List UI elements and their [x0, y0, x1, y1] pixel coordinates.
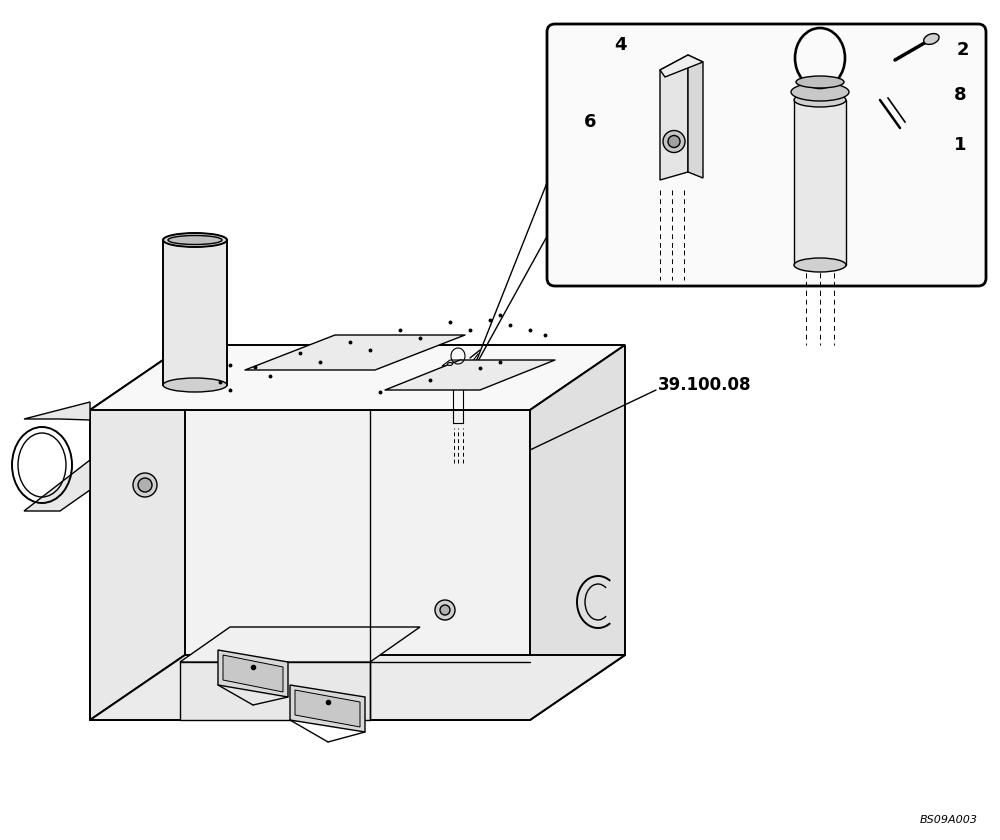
- Text: 6: 6: [584, 113, 596, 131]
- Polygon shape: [90, 410, 530, 720]
- Circle shape: [440, 605, 450, 615]
- Circle shape: [435, 600, 455, 620]
- Text: 4: 4: [614, 36, 626, 54]
- Circle shape: [133, 473, 157, 497]
- Polygon shape: [180, 662, 370, 720]
- Ellipse shape: [168, 235, 222, 244]
- Ellipse shape: [163, 378, 227, 392]
- Circle shape: [663, 130, 685, 153]
- Polygon shape: [218, 650, 288, 697]
- Polygon shape: [24, 402, 90, 420]
- Polygon shape: [688, 55, 703, 178]
- Polygon shape: [245, 335, 465, 370]
- Polygon shape: [385, 360, 555, 390]
- Polygon shape: [660, 55, 688, 180]
- Polygon shape: [530, 345, 625, 720]
- Polygon shape: [24, 460, 90, 511]
- Polygon shape: [660, 55, 703, 77]
- Polygon shape: [90, 345, 185, 720]
- Text: 2: 2: [957, 41, 969, 59]
- Text: 1: 1: [954, 136, 966, 154]
- Polygon shape: [290, 685, 365, 732]
- Text: BS09A003: BS09A003: [920, 815, 978, 825]
- Polygon shape: [90, 345, 625, 410]
- Polygon shape: [442, 360, 462, 366]
- Polygon shape: [180, 627, 420, 662]
- Text: 8: 8: [954, 86, 966, 104]
- Ellipse shape: [794, 258, 846, 272]
- Polygon shape: [90, 655, 625, 720]
- Ellipse shape: [791, 83, 849, 101]
- Ellipse shape: [163, 233, 227, 247]
- Circle shape: [668, 135, 680, 148]
- Ellipse shape: [796, 76, 844, 88]
- Polygon shape: [794, 100, 846, 265]
- FancyBboxPatch shape: [547, 24, 986, 286]
- Ellipse shape: [448, 363, 453, 365]
- Ellipse shape: [794, 93, 846, 107]
- Polygon shape: [163, 240, 227, 385]
- Text: 39.100.08: 39.100.08: [658, 376, 752, 394]
- Ellipse shape: [924, 34, 939, 45]
- Polygon shape: [295, 690, 360, 727]
- Circle shape: [138, 478, 152, 492]
- Polygon shape: [223, 655, 283, 692]
